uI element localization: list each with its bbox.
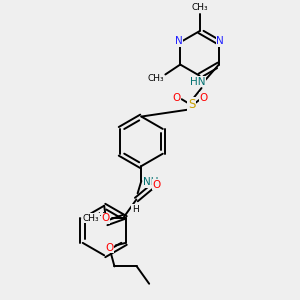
- Text: NH: NH: [143, 177, 159, 187]
- Text: S: S: [188, 98, 195, 111]
- Text: O: O: [172, 93, 181, 103]
- Text: CH₃: CH₃: [191, 3, 208, 12]
- Text: O: O: [105, 243, 114, 253]
- Text: H: H: [97, 212, 104, 221]
- Text: CH₃: CH₃: [82, 214, 99, 223]
- Text: O: O: [102, 213, 110, 223]
- Text: CH₃: CH₃: [147, 74, 164, 83]
- Text: H: H: [132, 205, 139, 214]
- Text: O: O: [200, 93, 208, 103]
- Text: N: N: [175, 36, 183, 46]
- Text: N: N: [216, 36, 224, 46]
- Text: O: O: [152, 180, 160, 190]
- Text: HN: HN: [190, 77, 206, 87]
